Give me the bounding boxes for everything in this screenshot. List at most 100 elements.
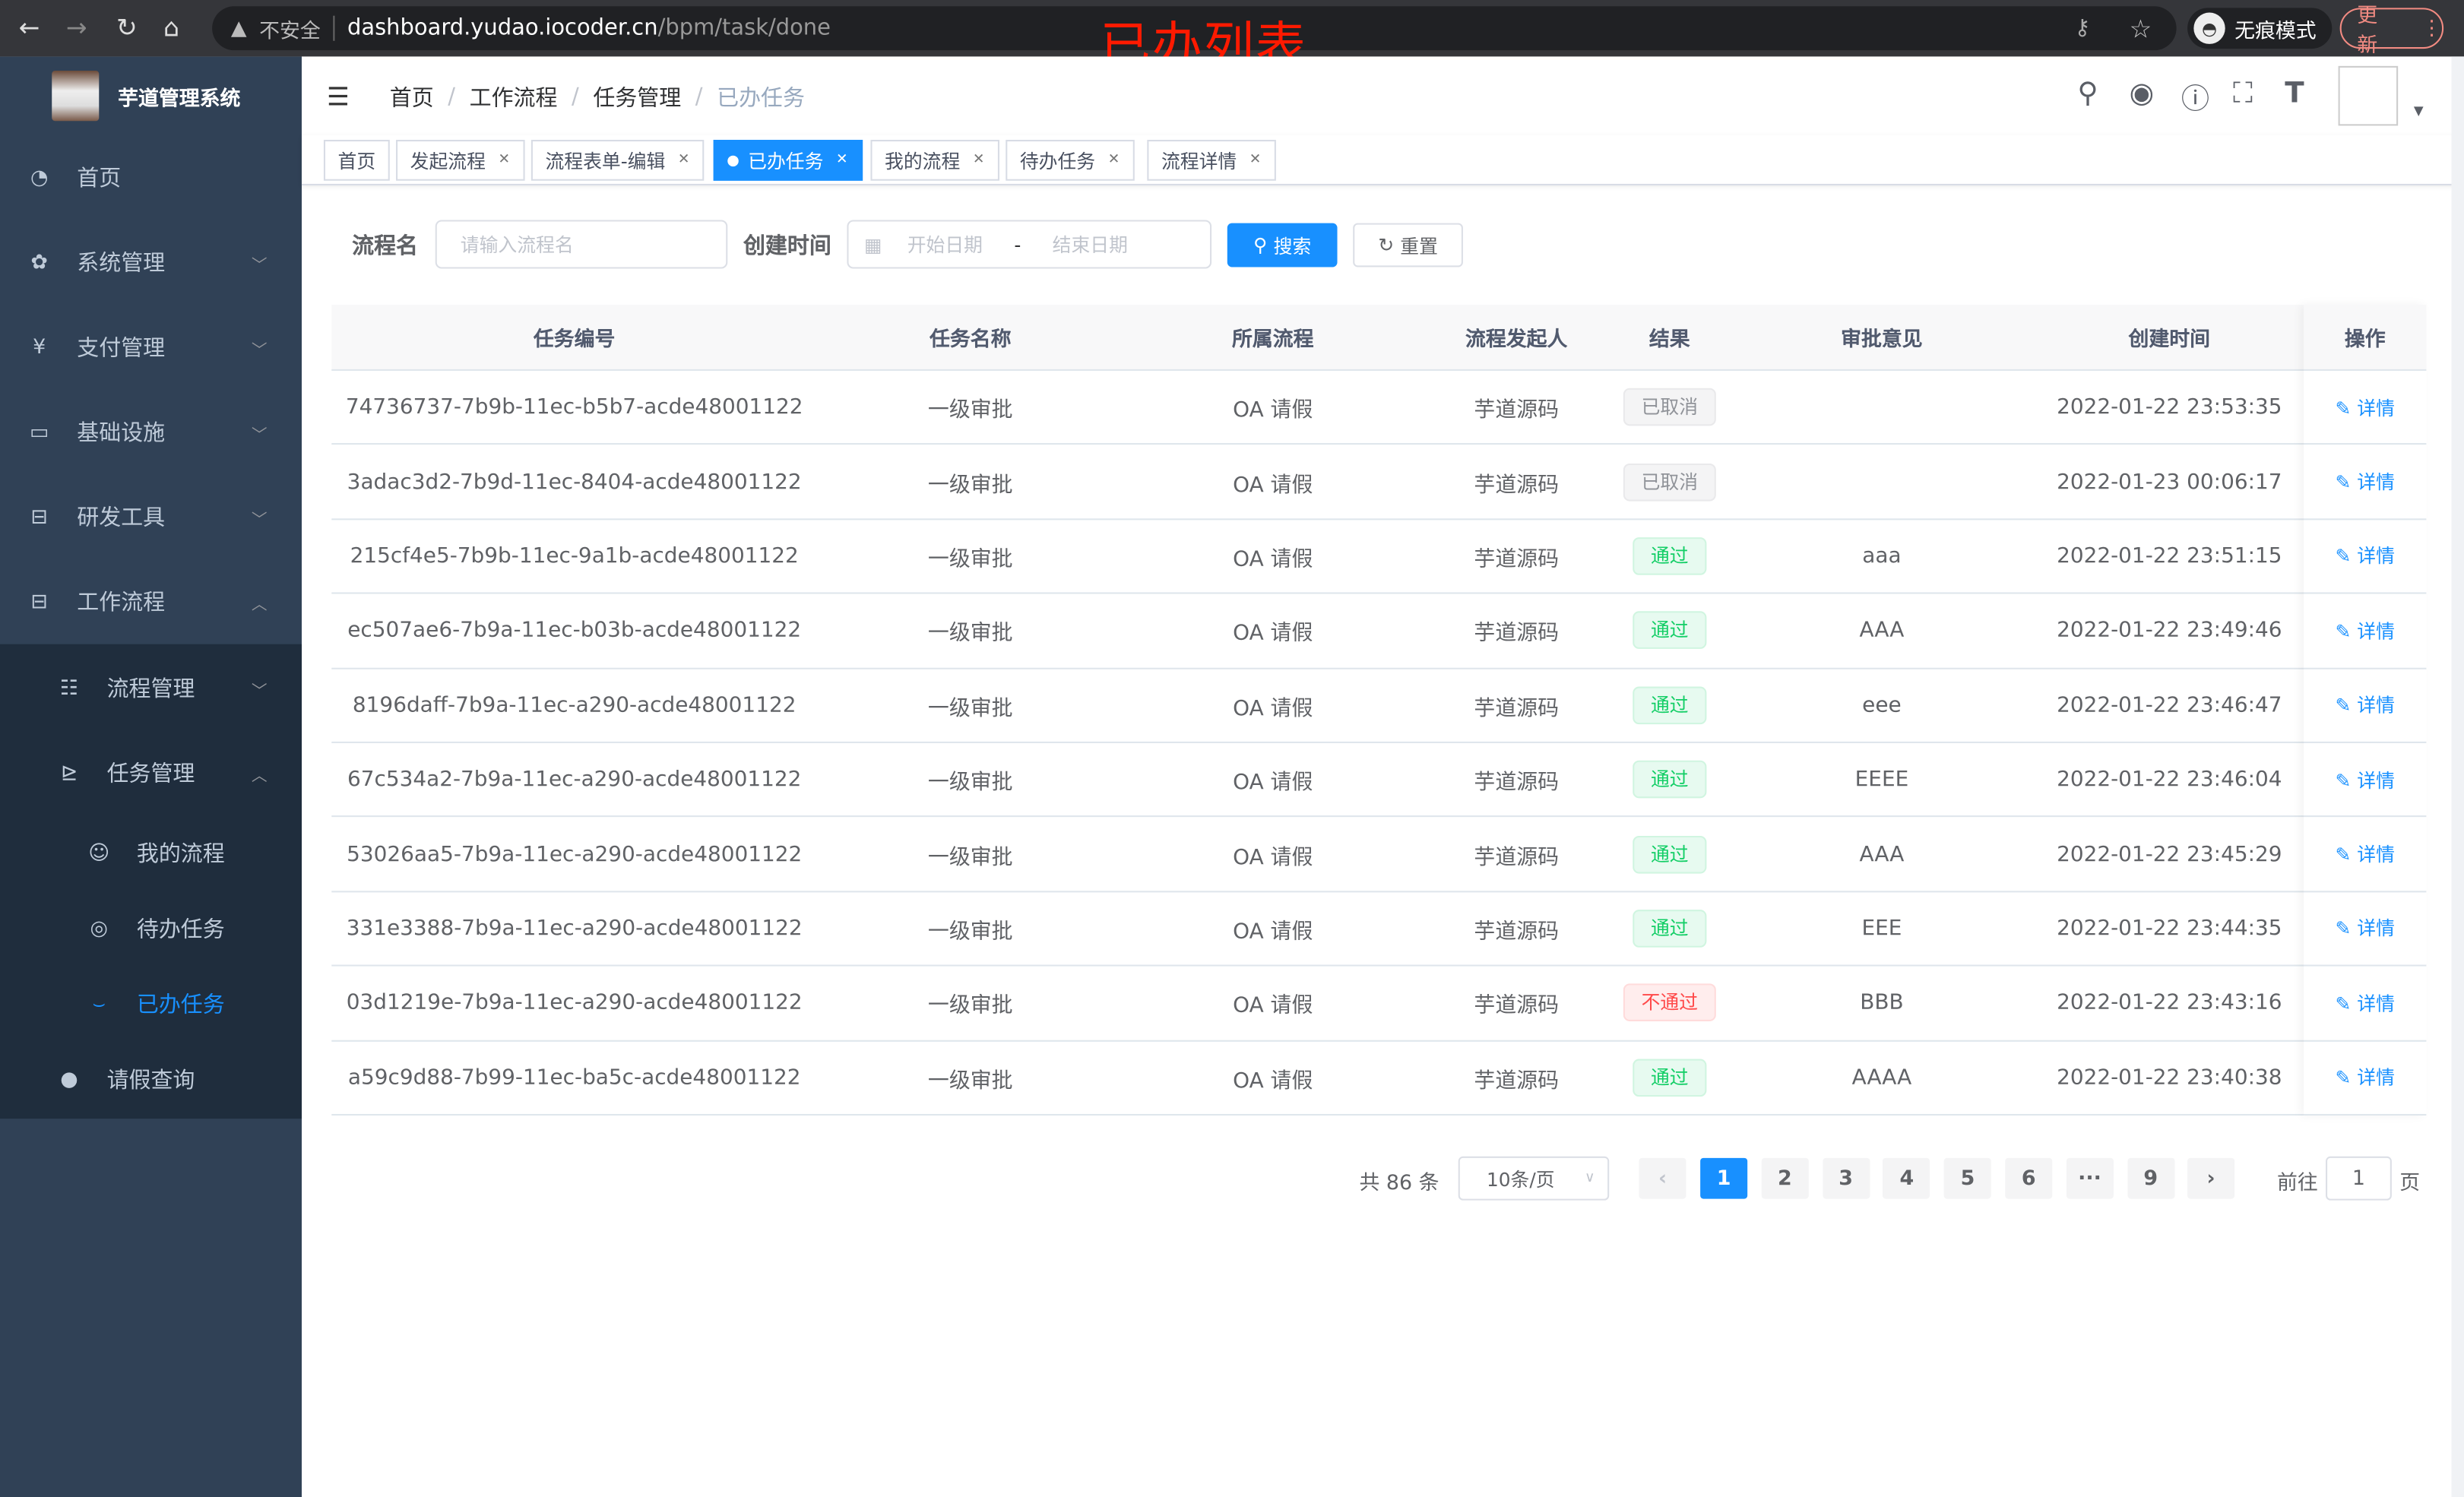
sidebar-subitem[interactable]: ⊵ 任务管理 ︿ <box>0 730 302 815</box>
search-button[interactable]: ⚲ 搜索 <box>1227 223 1338 267</box>
tag-tab[interactable]: 待办任务 ✕ <box>1006 140 1134 181</box>
calendar-icon: ▦ <box>864 233 882 255</box>
close-icon[interactable]: ✕ <box>835 152 848 169</box>
sidebar-item-label: 已办任务 <box>136 992 225 1018</box>
close-icon[interactable]: ✕ <box>1249 152 1262 169</box>
sidebar-item-label: 任务管理 <box>106 761 195 787</box>
reset-button[interactable]: ↻ 重置 <box>1353 223 1463 267</box>
detail-button[interactable]: ✎ 详情 <box>2304 989 2426 1016</box>
fullscreen-icon[interactable]: ⛶ <box>2233 77 2253 110</box>
detail-button[interactable]: ✎ 详情 <box>2304 692 2426 718</box>
sidebar-item[interactable]: ¥ 支付管理 ﹀ <box>0 305 302 390</box>
cell-time: 2022-01-22 23:46:04 <box>2057 767 2282 793</box>
sidebar-item-label: 首页 <box>77 166 122 192</box>
next-page-button[interactable]: › <box>2187 1157 2235 1199</box>
key-icon[interactable]: ⚷ <box>2074 15 2091 41</box>
home-icon[interactable]: ⌂ <box>163 12 180 43</box>
close-icon[interactable]: ✕ <box>972 152 985 169</box>
detail-button[interactable]: ✎ 详情 <box>2304 543 2426 569</box>
reload-icon[interactable]: ↻ <box>116 12 138 43</box>
cell-name: 一级审批 <box>927 1068 1013 1093</box>
status-badge: 已取消 <box>1623 463 1715 501</box>
page-button[interactable]: 9 <box>2127 1157 2174 1199</box>
table-row: a59c9d88-7b99-11ec-ba5c-acde48001122 一级审批… <box>331 1041 2427 1116</box>
cell-comment: AAA <box>1859 841 1905 867</box>
cell-id: 3adac3d2-7b9d-11ec-8404-acde48001122 <box>347 469 802 495</box>
github-icon[interactable]: ◉ <box>2129 77 2155 110</box>
page-button[interactable]: 4 <box>1883 1157 1930 1199</box>
avatar[interactable] <box>2338 65 2399 126</box>
sidebar-item-label: 工作流程 <box>77 590 166 616</box>
detail-button[interactable]: ✎ 详情 <box>2304 1064 2426 1090</box>
cell-comment: eee <box>1862 692 1902 718</box>
incognito-icon: ◓ <box>2193 12 2225 44</box>
sidebar-subitem[interactable]: ◎ 待办任务 <box>0 891 302 966</box>
sidebar-subitem[interactable]: ● 请假查询 <box>0 1042 302 1117</box>
page-button[interactable]: 3 <box>1822 1157 1870 1199</box>
table-row: 67c534a2-7b9a-11ec-a290-acde48001122 一级审批… <box>331 743 2427 818</box>
back-icon[interactable]: ← <box>18 12 40 43</box>
page-button[interactable]: 1 <box>1700 1157 1748 1199</box>
detail-button[interactable]: ✎ 详情 <box>2304 394 2426 420</box>
sidebar-item[interactable]: ⊟ 工作流程 ︿ <box>0 559 302 644</box>
breadcrumb-item: 工作流程 <box>469 86 558 112</box>
address-bar[interactable]: ▲ 不安全 dashboard.yudao.iocoder.cn/bpm/tas… <box>212 6 2177 51</box>
sidebar-item[interactable]: ✿ 系统管理 ﹀ <box>0 220 302 305</box>
jump-page-input[interactable]: 1 <box>2326 1156 2392 1201</box>
page-button[interactable]: 2 <box>1761 1157 1809 1199</box>
page-size-select[interactable]: 10条/页 ∨ <box>1458 1156 1610 1201</box>
sidebar-item[interactable]: ◔ 首页 <box>0 135 302 220</box>
search-icon[interactable]: ⚲ <box>2077 77 2098 110</box>
update-button[interactable]: 更新 ⋮ <box>2339 5 2444 59</box>
url-path: /bpm/task/done <box>657 15 831 41</box>
start-date-input[interactable]: 开始日期 <box>907 234 983 257</box>
sidebar-subitem[interactable]: ☺ 我的流程 <box>0 815 302 891</box>
star-icon[interactable]: ☆ <box>2129 13 2152 43</box>
caret-down-icon[interactable]: ▼ <box>2413 103 2424 119</box>
eye-icon: ◎ <box>90 916 108 941</box>
toolbox-icon: ⊟ <box>30 590 48 614</box>
sidebar-item[interactable]: ⊟ 研发工具 ﹀ <box>0 474 302 559</box>
tag-tab[interactable]: 我的流程 ✕ <box>870 140 999 181</box>
help-icon[interactable]: ⓘ <box>2181 83 2210 117</box>
cell-time: 2022-01-22 23:49:46 <box>2057 618 2282 644</box>
sidebar-subitem[interactable]: ⌣ 已办任务 <box>0 967 302 1042</box>
app-logo[interactable]: 芋道管理系统 <box>0 56 302 135</box>
forward-icon[interactable]: → <box>65 12 87 43</box>
prev-page-button[interactable]: ‹ <box>1639 1157 1686 1199</box>
tag-tab[interactable]: 流程详情 ✕ <box>1147 140 1275 181</box>
hamburger-icon[interactable]: ☰ <box>327 81 350 112</box>
tag-tab[interactable]: 流程表单-编辑 ✕ <box>530 140 705 181</box>
detail-button[interactable]: ✎ 详情 <box>2304 840 2426 867</box>
detail-button[interactable]: ✎ 详情 <box>2304 915 2426 942</box>
end-date-input[interactable]: 结束日期 <box>1052 234 1128 257</box>
tag-tab[interactable]: 已办任务 ✕ <box>713 140 863 181</box>
detail-button[interactable]: ✎ 详情 <box>2304 766 2426 793</box>
cell-id: 8196daff-7b9a-11ec-a290-acde48001122 <box>352 692 797 718</box>
chevron-up-icon: ︿ <box>251 767 268 785</box>
tag-tab[interactable]: 首页 <box>323 140 390 181</box>
page-button[interactable]: 6 <box>2005 1157 2053 1199</box>
font-size-icon[interactable]: T <box>2285 77 2304 110</box>
detail-button[interactable]: ✎ 详情 <box>2304 617 2426 644</box>
page-button[interactable]: ··· <box>2066 1157 2114 1199</box>
sidebar-subitem[interactable]: ☷ 流程管理 ﹀ <box>0 646 302 731</box>
cell-comment: AAA <box>1859 618 1905 644</box>
table-row: 8196daff-7b9a-11ec-a290-acde48001122 一级审批… <box>331 669 2427 743</box>
close-icon[interactable]: ✕ <box>677 152 690 169</box>
breadcrumb-item[interactable]: 首页 <box>389 86 434 112</box>
sidebar-item[interactable]: ▭ 基础设施 ﹀ <box>0 390 302 475</box>
eye-closed-icon: ⌣ <box>92 992 106 1016</box>
incognito-badge[interactable]: ◓ 无痕模式 <box>2187 8 2333 49</box>
page-button[interactable]: 5 <box>1944 1157 1992 1199</box>
page-size-value: 10条/页 <box>1486 1168 1555 1191</box>
cell-id: 03d1219e-7b9a-11ec-a290-acde48001122 <box>346 990 803 1016</box>
detail-button[interactable]: ✎ 详情 <box>2304 468 2426 495</box>
edit-icon: ✎ <box>2335 843 2352 866</box>
scrollbar[interactable] <box>2451 56 2464 1497</box>
date-range-picker[interactable]: ▦ 开始日期 - 结束日期 <box>847 220 1212 269</box>
close-icon[interactable]: ✕ <box>498 152 511 169</box>
process-name-input[interactable]: 请输入流程名 <box>435 220 728 269</box>
close-icon[interactable]: ✕ <box>1107 152 1120 169</box>
tag-tab[interactable]: 发起流程 ✕ <box>396 140 524 181</box>
